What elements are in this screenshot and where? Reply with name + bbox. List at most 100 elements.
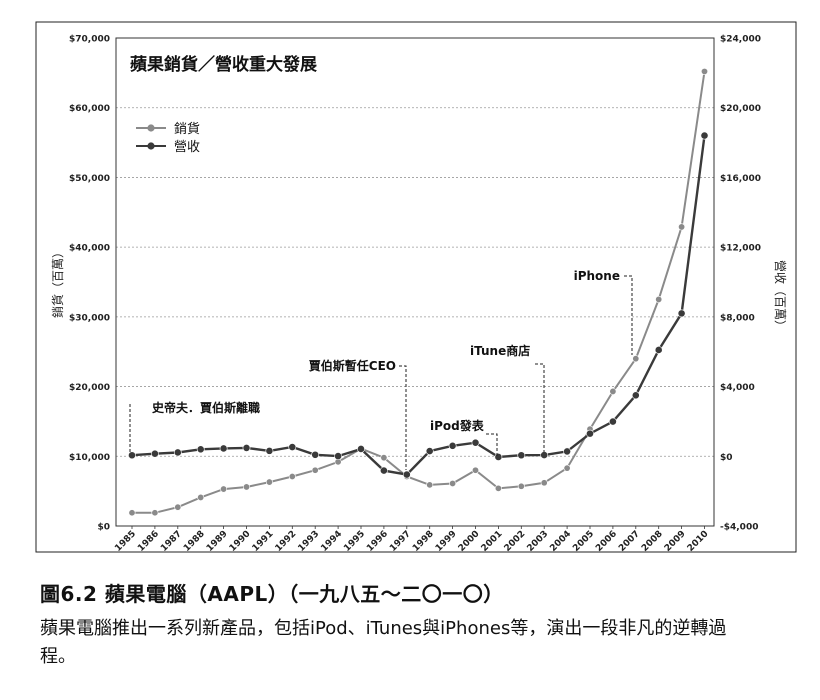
data-point xyxy=(540,451,549,459)
data-point xyxy=(380,454,388,462)
data-point xyxy=(631,391,640,400)
annotation-label: iPhone xyxy=(574,269,620,283)
x-tick-label: 2003 xyxy=(526,529,551,554)
data-point xyxy=(150,449,159,458)
x-tick-label: 1999 xyxy=(434,529,459,554)
data-point xyxy=(700,67,708,75)
data-point xyxy=(128,509,136,517)
data-point xyxy=(655,295,663,303)
x-tick-label: 2004 xyxy=(548,529,573,554)
data-point xyxy=(540,479,548,487)
x-tick-label: 2006 xyxy=(594,529,619,554)
chart: $0 $10,000 $20,000 $30,000 $40,000 $50,000 $60… xyxy=(35,21,797,554)
left-tick-label: $50,000 xyxy=(69,174,110,184)
chart-svg: $0 $10,000 $20,000 $30,000 $40,000 $50,000 $60… xyxy=(35,21,797,554)
data-point xyxy=(425,447,434,455)
x-tick-label: 2005 xyxy=(571,529,596,554)
x-tick-label: 1988 xyxy=(182,529,207,554)
x-tick-label: 1994 xyxy=(319,529,344,554)
x-tick-label: 2000 xyxy=(457,529,482,554)
data-point xyxy=(678,223,686,231)
annotation-leader xyxy=(486,433,498,458)
data-point xyxy=(471,466,479,474)
x-tick-label: 2008 xyxy=(640,529,665,554)
x-tick-label: 1990 xyxy=(228,529,253,554)
data-point xyxy=(517,482,525,490)
chart-title: 蘋果銷貨／營收重大發展 xyxy=(130,54,317,75)
data-point xyxy=(197,493,205,501)
x-tick-label: 1985 xyxy=(113,529,138,554)
left-tick-label: $30,000 xyxy=(69,313,110,323)
chart-frame xyxy=(35,21,797,553)
data-point xyxy=(379,466,388,475)
data-point xyxy=(609,417,617,426)
right-tick-label: $16,000 xyxy=(720,174,761,184)
right-tick-label: $12,000 xyxy=(720,244,761,254)
right-tick-label: $24,000 xyxy=(720,35,761,45)
annotation-label: 賈伯斯暫任CEO xyxy=(309,358,396,373)
data-point xyxy=(494,453,503,461)
left-tick-label: $70,000 xyxy=(69,35,110,45)
left-tick-label: $60,000 xyxy=(69,104,110,114)
data-point xyxy=(196,445,205,454)
data-point xyxy=(563,464,571,472)
x-tick-label: 1987 xyxy=(159,529,184,554)
x-tick-label: 1991 xyxy=(251,529,276,554)
x-tick-label: 1989 xyxy=(205,529,230,554)
right-tick-label: $8,000 xyxy=(720,313,755,323)
data-point xyxy=(426,481,434,489)
legend-label: 營收 xyxy=(174,140,200,155)
left-axis-title: 銷貨（百萬） xyxy=(50,246,65,318)
figure-caption: 蘋果電腦推出一系列新產品，包括iPod、iTunes與iPhones等，演出一段… xyxy=(40,618,727,667)
data-point xyxy=(563,447,571,456)
x-tick-label: 1996 xyxy=(365,529,390,554)
data-point xyxy=(243,483,251,491)
data-point xyxy=(173,448,182,457)
data-point xyxy=(242,444,251,452)
legend-swatch-marker xyxy=(147,142,155,150)
data-point xyxy=(700,131,709,140)
data-point xyxy=(448,441,457,450)
data-point xyxy=(357,445,365,453)
x-tick-label: 2007 xyxy=(617,529,642,554)
data-point xyxy=(494,484,502,492)
data-point xyxy=(288,443,297,451)
data-point xyxy=(471,438,480,447)
caption-block: 圖6.2 蘋果電腦（AAPL）（一九八五～二〇一〇） 蘋果電腦推出一系列新產品，… xyxy=(40,578,810,671)
series-line xyxy=(132,71,706,514)
annotation-leader xyxy=(399,365,407,470)
data-point xyxy=(128,451,136,460)
right-tick-label: $4,000 xyxy=(720,383,755,393)
data-point xyxy=(334,452,342,461)
data-point xyxy=(265,446,274,455)
legend-label: 銷貨 xyxy=(174,121,200,137)
annotation-leader xyxy=(535,363,545,452)
left-tick-label: $0 xyxy=(97,523,110,533)
x-tick-label: 1992 xyxy=(274,529,299,554)
left-tick-label: $10,000 xyxy=(69,453,110,463)
right-tick-label: $0 xyxy=(720,453,733,463)
data-point xyxy=(632,355,640,363)
data-point xyxy=(517,451,526,460)
data-point xyxy=(609,387,617,395)
data-point xyxy=(220,485,228,493)
x-tick-label: 2001 xyxy=(480,529,505,554)
x-tick-label: 1993 xyxy=(297,529,322,554)
legend-swatch-marker xyxy=(147,124,155,132)
data-point xyxy=(654,346,663,354)
right-tick-label: $20,000 xyxy=(720,104,761,114)
x-tick-label: 2010 xyxy=(686,529,711,554)
annotation-leader xyxy=(624,275,633,355)
x-tick-label: 2002 xyxy=(503,529,528,554)
data-point xyxy=(311,450,320,459)
x-tick-label: 1995 xyxy=(342,529,367,554)
annotation-label: 史帝夫．賈伯斯離職 xyxy=(152,400,260,415)
data-point xyxy=(288,473,296,481)
data-point xyxy=(449,479,457,487)
data-point xyxy=(219,444,228,453)
annotation-label: iPod發表 xyxy=(430,418,485,433)
right-tick-label: -$4,000 xyxy=(720,523,758,533)
series-line xyxy=(131,135,706,476)
x-tick-label: 2009 xyxy=(663,529,688,554)
x-tick-label: 1997 xyxy=(388,529,413,554)
